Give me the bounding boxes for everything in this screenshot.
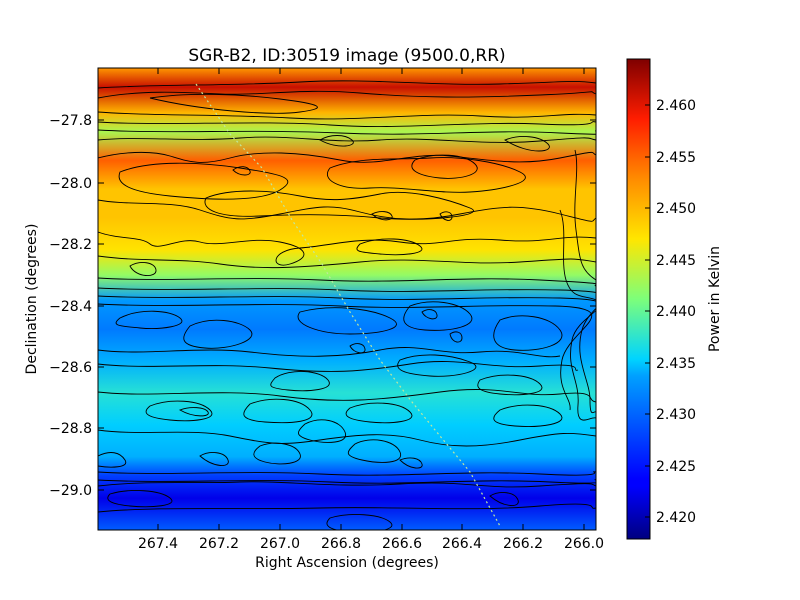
colorbar-tick-label: 2.450 — [656, 201, 696, 217]
colorbar-tick-label: 2.425 — [656, 459, 696, 475]
contour-line — [98, 295, 596, 421]
contour-line — [98, 389, 596, 403]
contour-line — [421, 309, 438, 320]
contour-line — [411, 154, 478, 179]
colorbar-gradient — [626, 58, 651, 540]
source-track — [195, 83, 501, 527]
contour-line — [327, 157, 526, 193]
contour-line — [98, 199, 596, 222]
contour-line — [298, 419, 346, 443]
contour-line — [493, 404, 563, 427]
x-axis-label: Right Ascension (degrees) — [255, 555, 439, 571]
contour-line — [98, 111, 596, 120]
contour-line — [98, 80, 596, 89]
x-tick-label: 267.4 — [138, 536, 178, 552]
contour-line — [98, 255, 596, 269]
x-tick-label: 266.6 — [382, 536, 422, 552]
y-axis-label: Declination (degrees) — [24, 224, 40, 375]
x-tick-label: 266.8 — [321, 536, 361, 552]
x-tick-label: 266.2 — [503, 536, 543, 552]
x-tick-label: 267.0 — [260, 536, 300, 552]
contour-line — [98, 287, 596, 414]
colorbar-tick-label: 2.440 — [656, 304, 696, 320]
contour-line — [98, 90, 596, 99]
contour-line — [199, 452, 229, 466]
y-tick-label: −28.4 — [49, 299, 92, 315]
contour-line — [98, 129, 596, 135]
x-axis: 267.4 267.2 267.0 266.8 266.6 266.4 266.… — [138, 68, 604, 571]
contour-line — [356, 238, 423, 256]
contour-line — [574, 149, 596, 281]
y-tick-label: −29.0 — [49, 483, 92, 499]
colorbar-tick-label: 2.455 — [656, 150, 696, 166]
colorbar-label: Power in Kelvin — [707, 246, 723, 352]
colorbar-tick-label: 2.445 — [656, 253, 696, 269]
contour-line — [149, 93, 318, 114]
plot-frame — [97, 67, 597, 531]
contour-line — [204, 190, 474, 220]
contour-line — [399, 457, 423, 469]
contour-line — [98, 121, 596, 127]
heatmap — [97, 67, 597, 531]
contour-line — [98, 303, 593, 411]
contour-line — [98, 231, 596, 266]
contour-line — [349, 343, 366, 354]
contour-line — [504, 136, 550, 152]
x-tick-label: 266.0 — [564, 536, 604, 552]
contour-line — [559, 209, 596, 301]
contour-line — [98, 452, 127, 468]
contour-line — [403, 301, 473, 331]
contour-line — [345, 402, 413, 424]
contour-line — [107, 490, 173, 508]
contour-line — [98, 481, 596, 488]
colorbar-tick-label: 2.430 — [656, 407, 696, 423]
contour-line — [98, 136, 596, 143]
colorbar-tick-label: 2.420 — [656, 510, 696, 526]
y-tick-label: −28.6 — [49, 360, 92, 376]
contour-line — [489, 492, 519, 506]
contour-line — [145, 400, 213, 422]
contour-line — [439, 211, 453, 221]
colorbar-tick-label: 2.460 — [656, 98, 696, 114]
contour-line — [397, 354, 477, 377]
x-tick-label: 267.2 — [199, 536, 239, 552]
contour-line — [243, 398, 313, 424]
y-tick-label: −28.2 — [49, 237, 92, 253]
colorbar-tick-label: 2.435 — [656, 356, 696, 372]
contour-line — [129, 262, 157, 276]
contour-line — [98, 361, 579, 372]
contour-line — [98, 277, 596, 287]
contour-line — [98, 479, 596, 484]
colorbar: 2.420 2.425 2.430 2.435 2.440 2.445 2.45… — [626, 58, 723, 540]
contour-line — [270, 371, 330, 392]
contour-line — [98, 347, 561, 358]
x-tick-label: 266.4 — [442, 536, 482, 552]
contour-line — [319, 135, 354, 147]
contour-line — [118, 162, 289, 200]
contour-line — [98, 503, 596, 513]
contour-line — [326, 514, 393, 530]
contour-line — [98, 151, 596, 163]
contour-line — [449, 331, 463, 343]
contour-line — [347, 439, 401, 463]
contour-line — [178, 407, 209, 417]
y-axis: −27.8 −28.0 −28.2 −28.4 −28.6 −28.8 −29.… — [24, 113, 596, 499]
contour-line — [253, 442, 301, 465]
contour-line — [183, 319, 253, 349]
contour-line — [98, 471, 596, 476]
chart-title: SGR-B2, ID:30519 image (9500.0,RR) — [188, 46, 505, 66]
y-tick-label: −27.8 — [49, 113, 92, 129]
y-tick-label: −28.0 — [49, 176, 92, 192]
y-tick-label: −28.8 — [49, 421, 92, 437]
contour-line — [371, 211, 393, 221]
contour-line — [98, 429, 596, 447]
contour-line — [115, 310, 183, 329]
contour-line — [232, 166, 251, 176]
contour-line — [493, 315, 563, 351]
